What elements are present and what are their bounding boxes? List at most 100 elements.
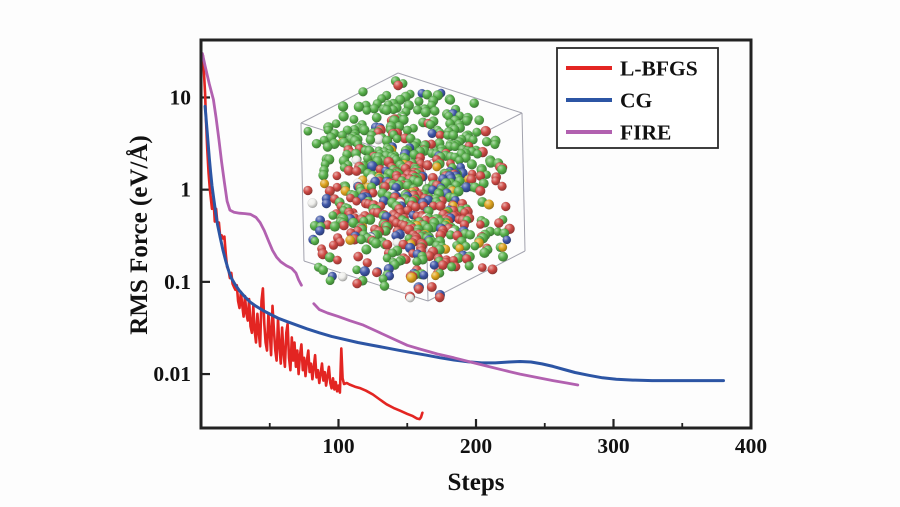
atom xyxy=(311,138,322,149)
atom xyxy=(358,86,368,97)
atom xyxy=(498,242,508,252)
atom xyxy=(353,101,365,113)
atom xyxy=(318,170,329,181)
atom xyxy=(414,96,424,107)
atom xyxy=(493,218,504,228)
atom xyxy=(425,119,436,130)
axes-ticks: 100 200 300 400 10 1 0.1 0.01 xyxy=(153,85,767,458)
cell-edge xyxy=(521,112,526,252)
atom xyxy=(464,261,474,271)
y-axis-tick-label: 10 xyxy=(170,85,192,109)
atom xyxy=(413,176,424,188)
y-axis-tick-label: 0.01 xyxy=(153,362,191,386)
atom xyxy=(497,251,509,262)
legend-item-l-bfgs: L-BFGS xyxy=(566,57,698,81)
atom xyxy=(332,255,342,265)
atom xyxy=(477,263,487,273)
atom xyxy=(352,278,363,289)
atom xyxy=(448,130,459,141)
atom xyxy=(329,221,341,232)
atom xyxy=(325,275,335,286)
cell-edge xyxy=(300,122,305,262)
series-line-cg xyxy=(203,104,725,383)
atom xyxy=(474,115,485,126)
atom xyxy=(382,239,393,250)
x-axis-tick-label: 200 xyxy=(460,434,492,458)
x-axis-tick-label: 100 xyxy=(322,434,354,458)
atom xyxy=(393,80,404,91)
atom xyxy=(426,281,437,293)
atom xyxy=(475,220,485,230)
atom xyxy=(370,238,382,249)
atom xyxy=(371,112,382,123)
atom xyxy=(359,265,371,277)
atom xyxy=(352,196,361,206)
atom xyxy=(483,199,495,210)
atom xyxy=(307,198,318,209)
atom xyxy=(446,262,457,272)
series-line-fire xyxy=(200,52,303,287)
atom xyxy=(349,114,359,125)
cell-edge xyxy=(397,72,523,114)
atom xyxy=(319,178,330,189)
atom xyxy=(362,105,372,116)
atom xyxy=(470,241,480,251)
atom xyxy=(322,141,333,152)
legend-label: L-BFGS xyxy=(620,57,698,81)
atom xyxy=(502,235,512,245)
atom xyxy=(496,164,507,175)
atom xyxy=(481,136,492,147)
atom xyxy=(445,95,456,105)
atom xyxy=(314,225,325,236)
atom xyxy=(410,202,421,212)
legend: L-BFGS CG FIRE xyxy=(556,47,719,149)
x-axis-title: Steps xyxy=(448,469,505,496)
atom xyxy=(413,284,424,295)
atom xyxy=(332,171,342,181)
data-series xyxy=(200,52,725,421)
legend-item-cg: CG xyxy=(566,89,653,113)
atom xyxy=(353,251,364,262)
atom xyxy=(338,111,349,122)
atom xyxy=(365,134,376,145)
plot-border xyxy=(199,38,753,430)
atom xyxy=(328,210,338,221)
atom xyxy=(337,271,348,282)
atom xyxy=(472,149,483,159)
atom xyxy=(432,162,442,172)
atom xyxy=(356,234,367,245)
cell-edge xyxy=(300,72,399,124)
atom xyxy=(497,181,507,192)
y-axis-tick-label: 0.1 xyxy=(164,270,191,294)
atom xyxy=(405,293,415,303)
atom xyxy=(472,127,482,137)
atom xyxy=(419,270,429,280)
atom xyxy=(500,201,511,212)
simulation-cell-inset xyxy=(300,72,526,303)
atom xyxy=(406,272,417,283)
atom xyxy=(310,236,320,246)
atom xyxy=(468,135,478,145)
atom xyxy=(430,106,440,116)
atom xyxy=(328,240,339,251)
atom xyxy=(371,267,382,278)
atom xyxy=(351,166,362,177)
atom xyxy=(303,126,313,136)
atom xyxy=(422,160,433,171)
series-line-fire xyxy=(312,302,580,387)
legend-label: FIRE xyxy=(620,121,671,145)
atom xyxy=(321,198,332,209)
atom xyxy=(487,264,498,275)
atom xyxy=(430,271,441,281)
y-axis-tick-label: 1 xyxy=(180,178,191,202)
y-axis-title: RMS Force (eV/Å) xyxy=(125,135,153,334)
atom xyxy=(392,134,402,144)
atom xyxy=(338,220,349,231)
atom xyxy=(475,185,486,197)
x-axis-tick-label: 400 xyxy=(735,434,767,458)
atom xyxy=(466,159,478,170)
atom xyxy=(422,89,433,100)
atom xyxy=(361,244,372,255)
atom xyxy=(427,128,437,139)
